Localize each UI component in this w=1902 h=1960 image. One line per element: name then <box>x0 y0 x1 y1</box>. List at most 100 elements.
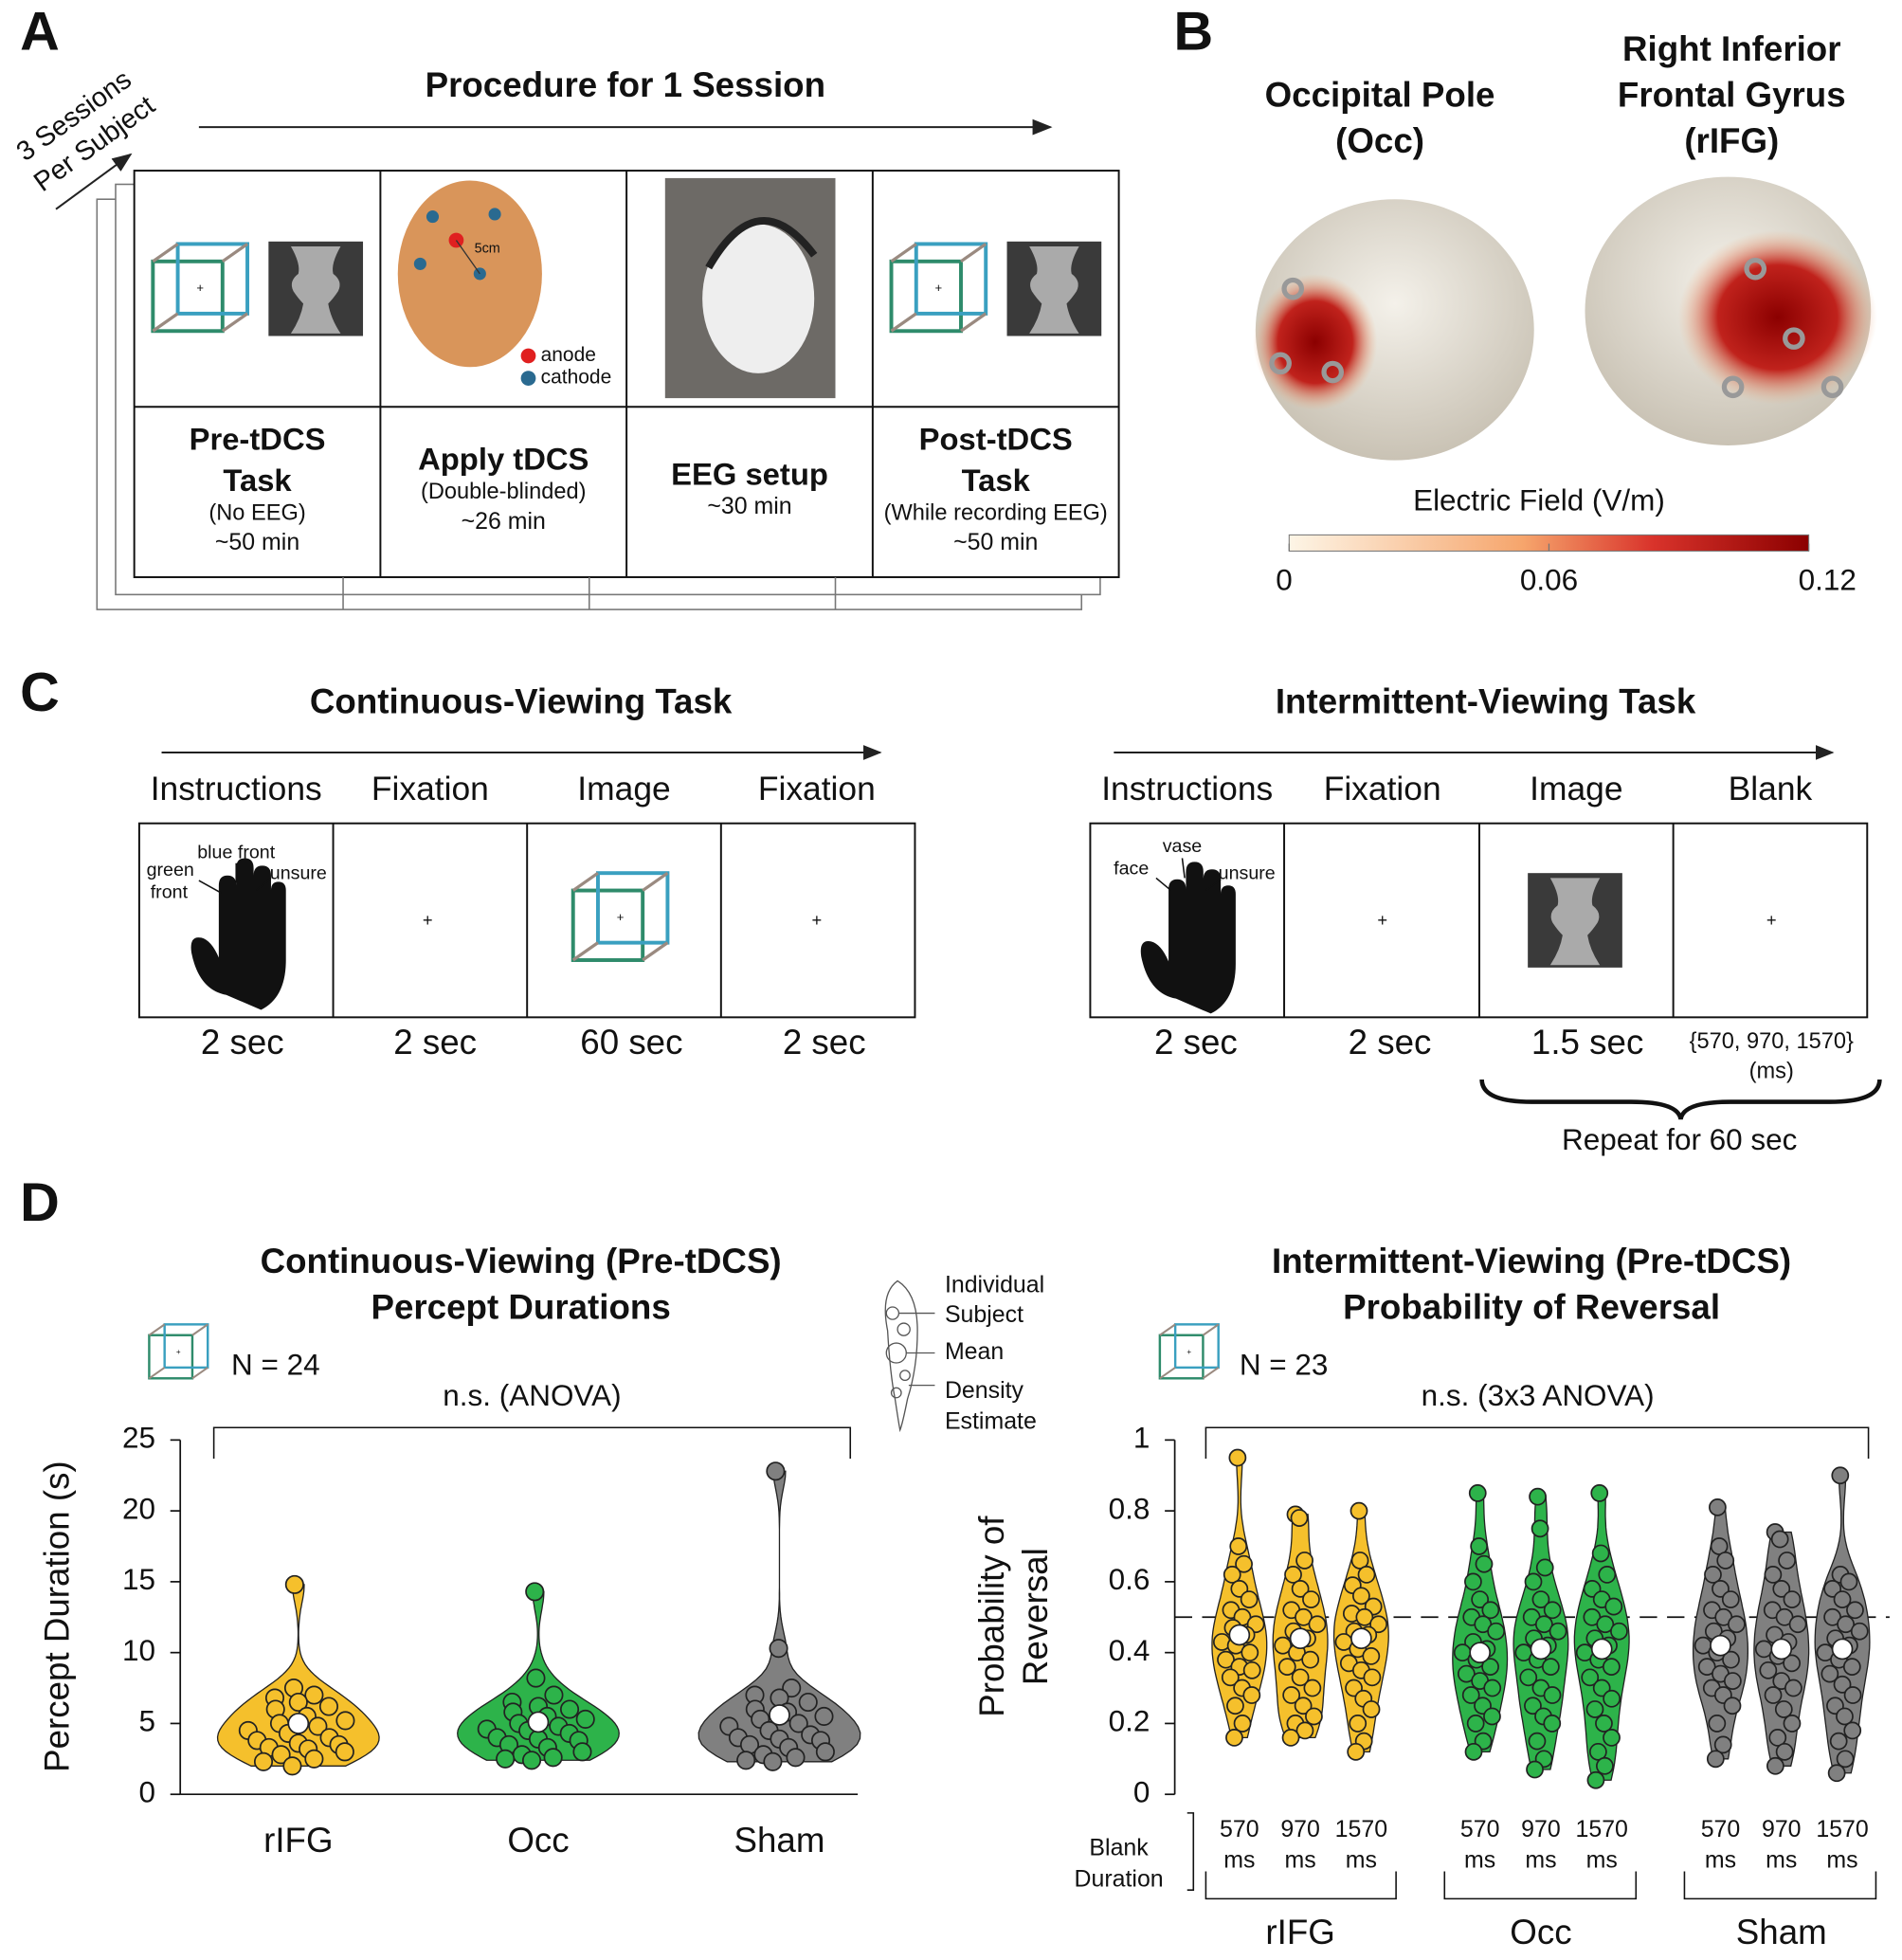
chart-title: Percept Durations <box>371 1287 670 1326</box>
panel-label: A <box>20 1 60 62</box>
stage-duration: 2 sec <box>201 1023 284 1062</box>
region-label: Occipital Pole <box>1265 75 1495 114</box>
subject-point <box>1528 1732 1547 1751</box>
subject-point <box>1833 1675 1852 1694</box>
y-tick-label: 0.6 <box>1109 1563 1150 1596</box>
subject-point <box>1770 1530 1789 1549</box>
subject-point <box>1783 1715 1802 1733</box>
subject-point <box>1697 1658 1716 1676</box>
legend-label: Density <box>945 1377 1024 1404</box>
blank-duration-label: 570 <box>1701 1816 1741 1842</box>
x-tick-label: Occ <box>507 1821 569 1860</box>
subject-point <box>1843 1721 1862 1740</box>
subject-point <box>253 1751 274 1771</box>
subject-point <box>1464 1572 1482 1591</box>
stage-label: Instructions <box>1101 770 1273 808</box>
x-tick-label: rIFG <box>263 1821 333 1860</box>
subject-point <box>1535 1558 1554 1577</box>
stage-duration: 60 sec <box>580 1023 682 1062</box>
stage-label: Fixation <box>1324 770 1441 808</box>
distance-label: 5cm <box>475 241 500 256</box>
task-title: Continuous-Viewing Task <box>310 681 733 720</box>
mean-point <box>287 1713 310 1734</box>
step-time: ~50 min <box>953 529 1038 555</box>
step-name: Apply tDCS <box>418 442 589 477</box>
stage-label: Blank <box>1729 770 1813 808</box>
y-tick-label: 1 <box>1133 1422 1150 1455</box>
subject-point <box>1706 1750 1725 1769</box>
subject-point <box>1723 1672 1742 1690</box>
blank-duration-unit: ms <box>1766 1847 1797 1874</box>
mean-point <box>1530 1638 1552 1661</box>
subject-point <box>1764 1566 1783 1584</box>
electrode-legend: anode <box>541 344 596 366</box>
subject-point <box>1526 1760 1544 1779</box>
stage-label: Instructions <box>151 770 322 808</box>
subject-point <box>1303 1679 1322 1697</box>
legend-label: Estimate <box>945 1408 1037 1435</box>
subject-point <box>1772 1579 1791 1598</box>
subject-point <box>1585 1700 1604 1718</box>
y-tick-label: 20 <box>122 1492 155 1525</box>
subject-point <box>1586 1770 1605 1789</box>
subject-point <box>572 1742 592 1762</box>
subject-point <box>1759 1661 1778 1679</box>
subject-point <box>544 1685 564 1705</box>
x-axis-label: Duration <box>1075 1865 1164 1892</box>
subject-point <box>1524 1572 1543 1591</box>
subject-point <box>1820 1664 1839 1683</box>
subject-point <box>1829 1732 1848 1751</box>
subject-point <box>284 1574 304 1594</box>
mean-point <box>1590 1638 1613 1661</box>
y-axis-label: Probability of <box>972 1515 1011 1717</box>
region-label: (rIFG) <box>1684 121 1779 160</box>
electrode-legend: cathode <box>541 367 612 389</box>
subject-point <box>1294 1697 1313 1715</box>
region-label: (Occ) <box>1335 121 1424 160</box>
group-label: Sham <box>1736 1913 1827 1951</box>
blank-duration-unit: ms <box>1826 1847 1857 1874</box>
subject-point <box>782 1679 802 1698</box>
subject-point <box>1775 1742 1794 1761</box>
x-tick-label: Sham <box>734 1821 825 1860</box>
blank-duration-label: 970 <box>1762 1816 1802 1842</box>
subject-point <box>521 1751 542 1770</box>
subject-point <box>1519 1668 1538 1687</box>
group-label: rIFG <box>1265 1913 1334 1951</box>
step-time: ~50 min <box>215 529 299 555</box>
subject-point <box>1529 1487 1547 1506</box>
subject-point <box>560 1699 580 1719</box>
subject-point <box>1604 1597 1623 1616</box>
step-name: Task <box>223 463 292 498</box>
subject-point <box>1284 1566 1302 1584</box>
blank-duration: {570, 970, 1570} <box>1690 1029 1854 1054</box>
y-tick-label: 25 <box>122 1422 155 1455</box>
subject-point <box>763 1751 783 1771</box>
subject-point <box>1302 1590 1320 1608</box>
subject-point <box>1764 1686 1783 1704</box>
mean-point <box>1350 1627 1372 1650</box>
subject-point <box>1704 1566 1722 1584</box>
y-tick-label: 10 <box>122 1634 155 1667</box>
subject-point <box>271 1745 291 1765</box>
legend-label: Mean <box>945 1338 1004 1365</box>
subject-point <box>1369 1615 1387 1634</box>
subject-point <box>1461 1686 1480 1704</box>
subject-point <box>1483 1679 1502 1697</box>
subject-point <box>304 1749 324 1769</box>
subject-point <box>1301 1650 1320 1669</box>
blank-duration-label: 570 <box>1460 1816 1500 1842</box>
panel-c-icons: + + + + <box>148 858 1777 1380</box>
subject-point <box>1708 1715 1727 1733</box>
subject-point <box>1788 1615 1807 1634</box>
subject-point <box>1709 1498 1727 1516</box>
subject-point <box>1295 1721 1314 1740</box>
blank-duration-label: 970 <box>1280 1816 1320 1842</box>
subject-point <box>1355 1607 1374 1626</box>
subject-point <box>1475 1554 1494 1573</box>
subject-point <box>1721 1590 1740 1608</box>
subject-point <box>1843 1686 1862 1704</box>
subject-point <box>1274 1636 1293 1655</box>
repeat-label: Repeat for 60 sec <box>1562 1123 1797 1156</box>
